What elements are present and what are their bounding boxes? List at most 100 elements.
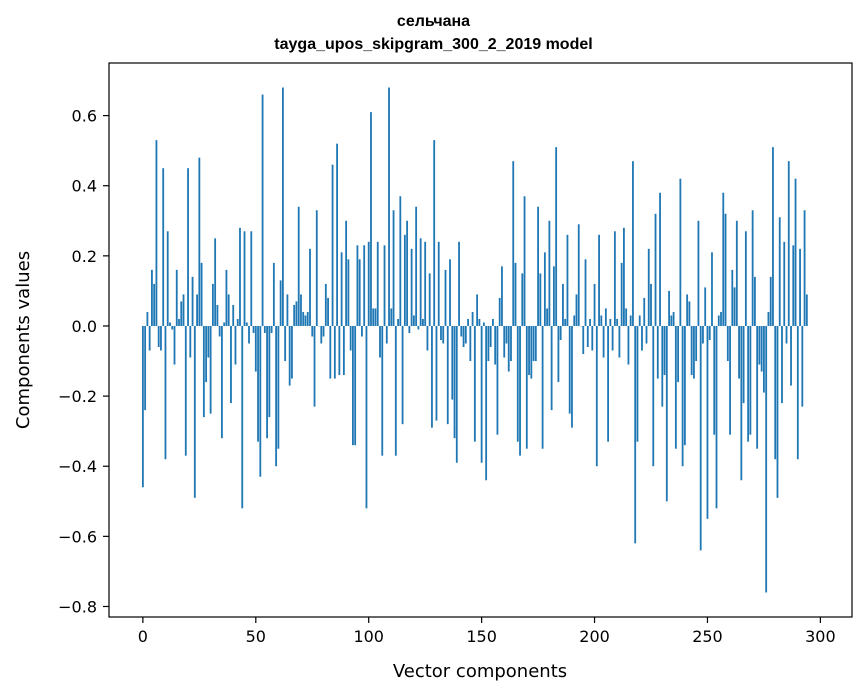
bar-component-122	[417, 325, 420, 330]
bar-component-57	[270, 325, 273, 333]
bar-component-229	[659, 192, 661, 326]
bar-component-242	[688, 301, 691, 326]
bar-component-167	[519, 325, 521, 456]
bar-component-224	[647, 248, 650, 326]
bar-component-33	[216, 304, 219, 326]
bar-component-0	[141, 325, 144, 488]
bar-component-18	[182, 294, 185, 326]
bar-component-244	[693, 325, 695, 379]
bar-component-196	[584, 259, 587, 326]
bar-component-100	[367, 241, 370, 326]
bar-component-216	[629, 315, 632, 326]
bar-component-156	[494, 325, 497, 365]
bar-component-251	[708, 325, 711, 340]
bar-component-117	[406, 220, 409, 326]
bar-component-79	[320, 325, 323, 344]
bar-component-214	[625, 308, 628, 326]
bar-component-10	[164, 325, 167, 460]
bar-component-288	[792, 245, 795, 326]
x-tick-label: 50	[246, 627, 266, 646]
bar-component-45	[243, 231, 246, 326]
bar-component-12	[169, 322, 171, 326]
bar-component-285	[785, 325, 788, 344]
x-tick-label: 250	[692, 627, 723, 646]
bar-component-56	[268, 325, 271, 418]
x-axis: 0 50 100 150 200 250 300	[138, 617, 836, 646]
y-tick-label: 0.4	[72, 177, 97, 196]
bar-component-36	[223, 322, 226, 326]
bar-component-81	[324, 283, 327, 326]
bar-component-107	[383, 245, 386, 326]
bar-component-263	[735, 220, 738, 326]
bar-component-266	[742, 325, 745, 404]
bar-component-197	[586, 325, 589, 348]
bar-component-131	[437, 241, 440, 326]
bar-component-175	[537, 206, 539, 326]
bar-component-140	[458, 241, 460, 326]
bar-component-237	[677, 325, 680, 383]
bar-component-70	[300, 294, 302, 326]
bar-component-98	[363, 245, 366, 326]
bar-component-183	[555, 147, 558, 326]
bar-component-230	[661, 325, 664, 407]
bar-component-44	[241, 325, 244, 509]
bar-component-17	[180, 301, 183, 326]
bar-component-22	[191, 276, 194, 326]
bar-component-228	[656, 325, 659, 379]
bar-component-265	[740, 325, 743, 481]
bar-component-258	[724, 213, 727, 326]
bar-component-249	[704, 287, 707, 326]
bar-component-51	[257, 325, 259, 442]
bar-component-233	[668, 290, 670, 326]
bar-component-200	[593, 283, 596, 326]
bar-component-252	[711, 252, 713, 326]
x-tick-label: 300	[805, 627, 836, 646]
bar-component-213	[623, 227, 625, 326]
bar-component-142	[462, 325, 465, 348]
bar-component-14	[173, 325, 176, 365]
bar-component-54	[263, 325, 266, 333]
y-axis-label: Components values	[13, 251, 34, 429]
bar-component-164	[512, 161, 515, 326]
bar-component-102	[372, 308, 375, 326]
bar-component-170	[525, 325, 528, 449]
chart-title: сельчана	[396, 13, 471, 30]
bar-component-37	[225, 269, 228, 326]
bar-component-48	[250, 231, 253, 326]
bar-component-160	[503, 325, 506, 358]
bar-component-207	[609, 318, 612, 326]
bar-component-69	[297, 206, 300, 326]
x-tick-label: 200	[579, 627, 610, 646]
bar-component-250	[706, 325, 709, 519]
bar-component-236	[674, 325, 677, 449]
bar-component-83	[329, 325, 332, 379]
bar-component-193	[577, 224, 580, 326]
bar-component-8	[160, 325, 162, 351]
bar-component-92	[349, 325, 352, 351]
bar-component-153	[487, 325, 490, 362]
bar-component-82	[327, 297, 329, 326]
bar-component-146	[471, 311, 474, 326]
bar-component-126	[426, 325, 429, 351]
bar-component-198	[589, 318, 591, 326]
bar-component-294	[805, 294, 808, 326]
bar-component-208	[611, 325, 614, 351]
bar-component-50	[254, 325, 257, 372]
bar-component-219	[636, 325, 639, 442]
bar-component-218	[634, 325, 637, 544]
bar-component-104	[376, 241, 379, 326]
bar-component-84	[331, 164, 334, 326]
bar-component-66	[291, 325, 293, 379]
bar-component-292	[801, 325, 804, 407]
bar-component-129	[433, 140, 436, 326]
bar-component-165	[514, 262, 517, 326]
bar-component-125	[424, 241, 427, 326]
bar-component-287	[790, 325, 792, 386]
bar-component-231	[663, 325, 666, 376]
bar-component-225	[650, 283, 652, 326]
bar-component-166	[516, 325, 519, 442]
bar-component-245	[695, 325, 698, 362]
bar-component-77	[315, 210, 318, 326]
bar-component-40	[232, 304, 235, 326]
